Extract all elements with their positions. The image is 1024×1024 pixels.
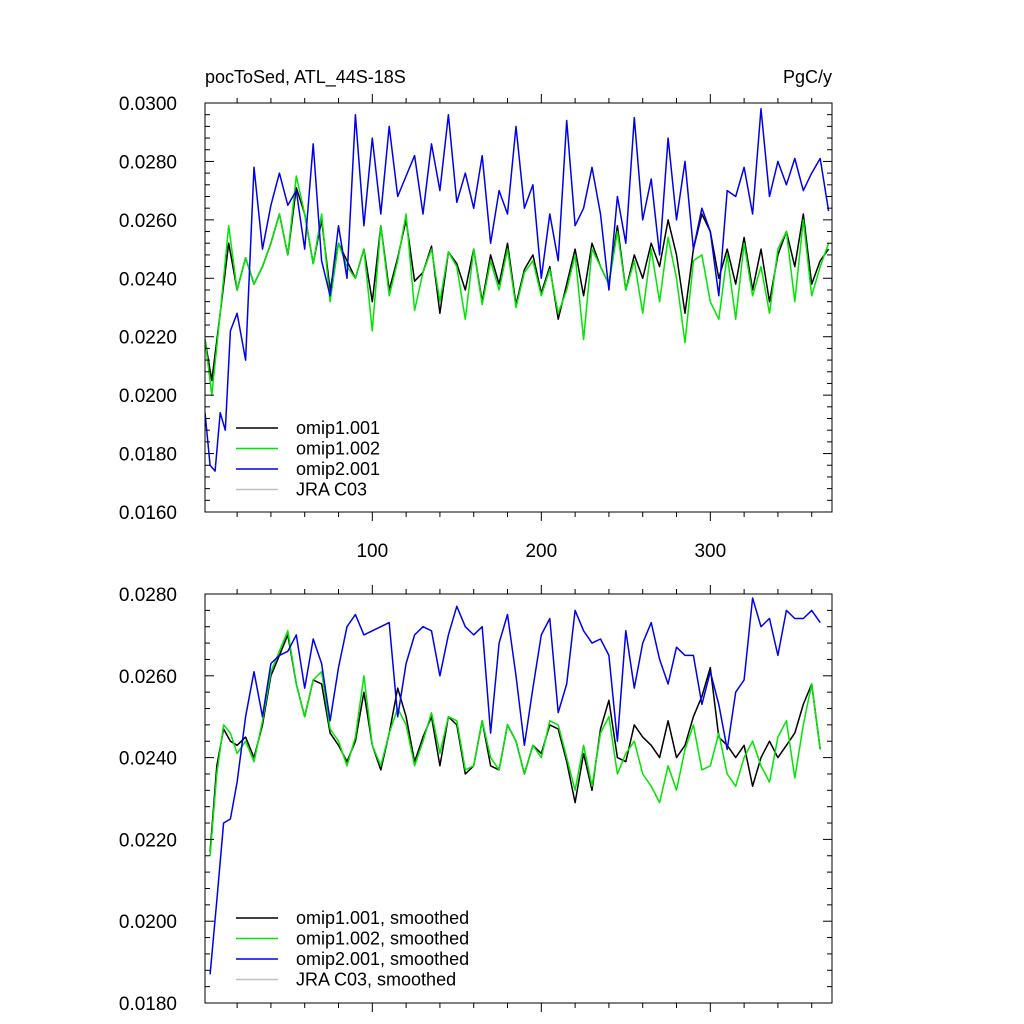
legend-label: JRA C03: [296, 480, 367, 500]
series-line-omip1-002: [205, 175, 830, 396]
y-tick-label: 0.0240: [119, 269, 177, 290]
y-tick-label: 0.0280: [119, 585, 177, 606]
series-line-omip1-002: [209, 630, 821, 856]
y-tick-label: 0.0260: [119, 667, 177, 688]
plot-frame: [204, 593, 833, 1004]
series-line-omip1-001: [205, 186, 830, 382]
y-tick-label: 0.0180: [119, 445, 177, 466]
legend-label: omip1.001: [296, 418, 380, 438]
y-tick-label: 0.0220: [119, 328, 177, 349]
y-tick-label: 0.0240: [119, 749, 177, 770]
y-tick-label: 0.0180: [119, 994, 177, 1015]
y-tick-label: 0.0260: [119, 211, 177, 232]
x-tick-label: 200: [525, 541, 557, 562]
legend-label: omip1.001, smoothed: [296, 908, 469, 928]
y-tick-label: 0.0200: [119, 386, 177, 407]
chart-units: PgC/y: [783, 67, 832, 87]
y-tick-label: 0.0300: [119, 94, 177, 115]
y-tick-label: 0.0200: [119, 912, 177, 933]
legend-label: omip1.002, smoothed: [296, 929, 469, 949]
y-tick-label: 0.0220: [119, 830, 177, 851]
plot-frame: [204, 102, 833, 513]
x-tick-label: 300: [694, 541, 726, 562]
y-tick-label: 0.0160: [119, 503, 177, 524]
bottom-panel: 0.0180 0.0200 0.0220 0.0240 0.0260 0.0280 omip…: [119, 585, 833, 1015]
legend-label: omip2.001: [296, 459, 380, 479]
y-tick-label: 0.0280: [119, 152, 177, 173]
series-line-omip2-001: [205, 108, 830, 472]
legend-label: omip1.002: [296, 439, 380, 459]
legend-label: JRA C03, smoothed: [296, 970, 456, 990]
legend-label: omip2.001, smoothed: [296, 949, 469, 969]
series-line-omip2-001: [209, 597, 821, 975]
top-panel: 0.0160 0.0180 0.0200 0.0220 0.0240 0.0260 0.02…: [119, 67, 833, 562]
chart-title: pocToSed, ATL_44S-18S: [205, 67, 406, 88]
x-tick-label: 100: [356, 541, 388, 562]
